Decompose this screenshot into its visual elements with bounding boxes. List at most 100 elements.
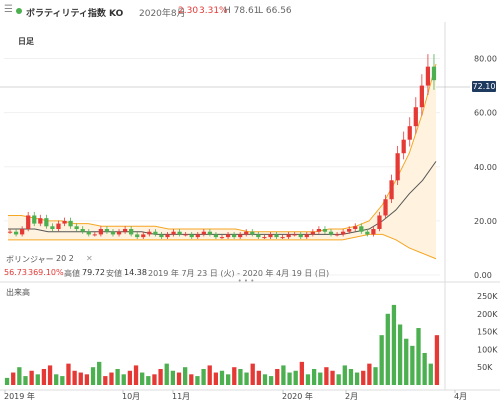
candle[interactable] — [413, 107, 418, 127]
candle[interactable] — [353, 226, 358, 229]
candle[interactable] — [286, 234, 291, 238]
instrument-title[interactable]: ボラティリティ指数 KO — [26, 9, 124, 19]
volume-bar[interactable] — [109, 372, 114, 385]
volume-bar[interactable] — [121, 374, 126, 385]
volume-bar[interactable] — [219, 370, 225, 385]
volume-bar[interactable] — [133, 365, 139, 385]
candle[interactable] — [292, 234, 297, 236]
candle[interactable] — [195, 234, 200, 238]
volume-bar[interactable] — [176, 372, 182, 385]
candle[interactable] — [401, 139, 406, 154]
candle[interactable] — [334, 234, 340, 236]
candle[interactable] — [207, 231, 213, 235]
volume-bar[interactable] — [29, 370, 34, 385]
candle[interactable] — [74, 226, 79, 229]
volume-bar[interactable] — [146, 376, 151, 385]
candle[interactable] — [159, 234, 164, 238]
candle[interactable] — [98, 229, 103, 235]
candle[interactable] — [407, 126, 412, 140]
candle[interactable] — [116, 231, 122, 235]
volume-bar[interactable] — [410, 345, 415, 385]
volume-bar[interactable] — [4, 377, 10, 385]
volume-bar[interactable] — [170, 370, 176, 385]
candle[interactable] — [262, 237, 267, 239]
hamburger-menu-icon[interactable]: ☰ — [4, 4, 13, 15]
volume-bar[interactable] — [287, 372, 292, 385]
volume-bar[interactable] — [72, 370, 77, 385]
candle[interactable] — [383, 199, 388, 216]
candle[interactable] — [189, 234, 194, 238]
candle[interactable] — [359, 226, 364, 232]
candle[interactable] — [298, 234, 303, 238]
volume-bar[interactable] — [311, 368, 317, 385]
volume-bar[interactable] — [305, 374, 311, 385]
volume-bar[interactable] — [385, 313, 390, 385]
volume-bar[interactable] — [422, 352, 427, 385]
candle[interactable] — [104, 229, 110, 232]
volume-bar[interactable] — [324, 367, 329, 385]
volume-bar[interactable] — [361, 370, 366, 385]
volume-bar[interactable] — [17, 367, 22, 385]
candle[interactable] — [68, 220, 73, 227]
candle[interactable] — [26, 215, 31, 229]
candle[interactable] — [389, 180, 394, 200]
candle[interactable] — [38, 218, 43, 224]
volume-bar[interactable] — [232, 367, 237, 385]
volume-bar[interactable] — [348, 368, 354, 385]
candle[interactable] — [86, 231, 91, 235]
candle[interactable] — [20, 229, 25, 235]
volume-bar[interactable] — [127, 370, 133, 385]
candle[interactable] — [225, 234, 231, 238]
candle[interactable] — [92, 234, 97, 236]
candle[interactable] — [371, 229, 376, 235]
candle[interactable] — [7, 231, 13, 233]
candle[interactable] — [341, 231, 346, 235]
volume-bar[interactable] — [47, 365, 53, 385]
pane-collapse-icon[interactable]: • • • — [237, 277, 255, 285]
candle[interactable] — [328, 231, 334, 235]
candle[interactable] — [280, 237, 285, 239]
volume-bar[interactable] — [207, 365, 212, 385]
candle[interactable] — [231, 234, 237, 238]
volume-bar[interactable] — [84, 374, 90, 385]
candle[interactable] — [425, 66, 431, 86]
indicator-name[interactable]: ボリンジャー — [6, 255, 54, 264]
candle[interactable] — [122, 229, 128, 232]
volume-bar[interactable] — [11, 372, 16, 385]
candle[interactable] — [44, 218, 49, 227]
timeframe-label[interactable]: 日足 — [18, 37, 34, 46]
candle[interactable] — [32, 215, 37, 224]
volume-bar[interactable] — [428, 363, 433, 385]
volume-bar[interactable] — [35, 374, 40, 385]
volume-bar[interactable] — [244, 372, 249, 385]
candle[interactable] — [274, 234, 279, 238]
candle[interactable] — [147, 231, 152, 235]
volume-bar[interactable] — [281, 365, 286, 385]
volume-bar[interactable] — [256, 370, 261, 385]
volume-bar[interactable] — [41, 368, 47, 385]
volume-bar[interactable] — [152, 374, 157, 385]
candle[interactable] — [183, 234, 188, 236]
candle[interactable] — [310, 231, 315, 235]
volume-bar[interactable] — [318, 372, 323, 385]
candle[interactable] — [244, 231, 249, 235]
volume-bar[interactable] — [275, 368, 280, 385]
volume-bar[interactable] — [189, 374, 194, 385]
volume-bar[interactable] — [262, 374, 268, 385]
candle[interactable] — [165, 234, 170, 238]
candle[interactable] — [129, 229, 134, 235]
candle[interactable] — [250, 231, 255, 235]
candle[interactable] — [219, 237, 225, 239]
volume-bar[interactable] — [97, 361, 102, 385]
candle[interactable] — [201, 231, 206, 235]
volume-bar[interactable] — [60, 376, 65, 385]
candle[interactable] — [56, 223, 61, 229]
volume-bar[interactable] — [183, 367, 188, 385]
volume-bar[interactable] — [195, 376, 200, 385]
candle[interactable] — [431, 66, 437, 81]
candle[interactable] — [322, 229, 328, 232]
candle[interactable] — [268, 234, 273, 238]
candle[interactable] — [347, 229, 352, 232]
volume-bar[interactable] — [404, 338, 409, 385]
